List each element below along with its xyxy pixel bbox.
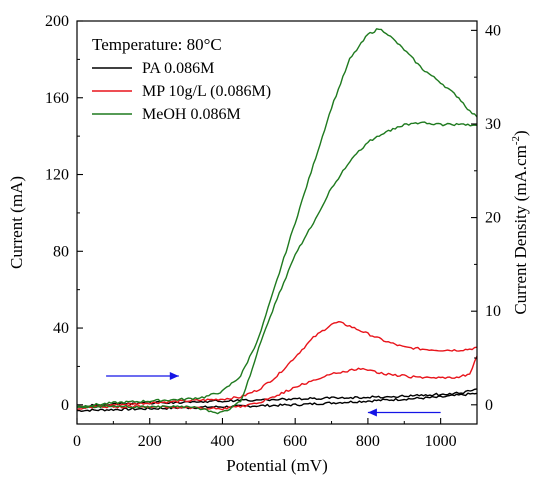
legend-label: PA 0.086M [142,60,214,77]
direction-arrow-head [169,372,179,381]
temperature-annotation: Temperature: 80°C [92,35,222,54]
series-line-0-forward [76,392,478,412]
y-tick-label: 0 [61,397,69,414]
y-tick-label: 200 [45,13,69,30]
y2-tick-label: 30 [485,116,501,133]
legend: PA 0.086M MP 10g/L (0.086M) MeOH 0.086M [92,60,271,123]
direction-arrows [106,372,441,417]
y2-axis-title-main: Current Density (mA.cm [511,145,530,315]
y2-axis-title: Current Density (mA.cm-2) [510,130,530,314]
series-line-2-reverse [76,121,478,415]
y2-tick-label: 40 [485,22,501,39]
y2-tick-label: 0 [485,397,493,414]
y2-tick-label: 20 [485,210,501,227]
x-tick-label: 0 [73,433,81,450]
y2-tick-label: 10 [485,303,501,320]
y2-axis-title-sup: -2 [510,136,522,145]
y-tick-label: 40 [53,320,69,337]
series-line-1-forward [76,321,478,411]
x-tick-label: 1000 [425,433,457,450]
series-line-0-reverse [76,388,478,408]
y-tick-label: 160 [45,90,69,107]
legend-label: MP 10g/L (0.086M) [142,83,271,100]
legend-label: MeOH 0.086M [142,106,241,123]
x-tick-label: 400 [210,433,234,450]
x-axis-title: Potential (mV) [226,456,328,475]
x-tick-label: 600 [283,433,307,450]
direction-arrow-head [367,408,377,417]
y2-axis-title-end: ) [511,130,530,136]
plot-lines [76,28,478,415]
axes: 0 200 400 600 800 1000 0 40 80 120 160 200 0 10 20 30 40 [45,13,501,450]
series-line-2-forward [76,28,478,408]
x-tick-label: 800 [356,433,380,450]
plot-frame [76,20,478,425]
y-tick-label: 80 [53,243,69,260]
y-tick-label: 120 [45,167,69,184]
x-tick-label: 200 [138,433,162,450]
y-axis-title: Current (mA) [7,176,26,269]
